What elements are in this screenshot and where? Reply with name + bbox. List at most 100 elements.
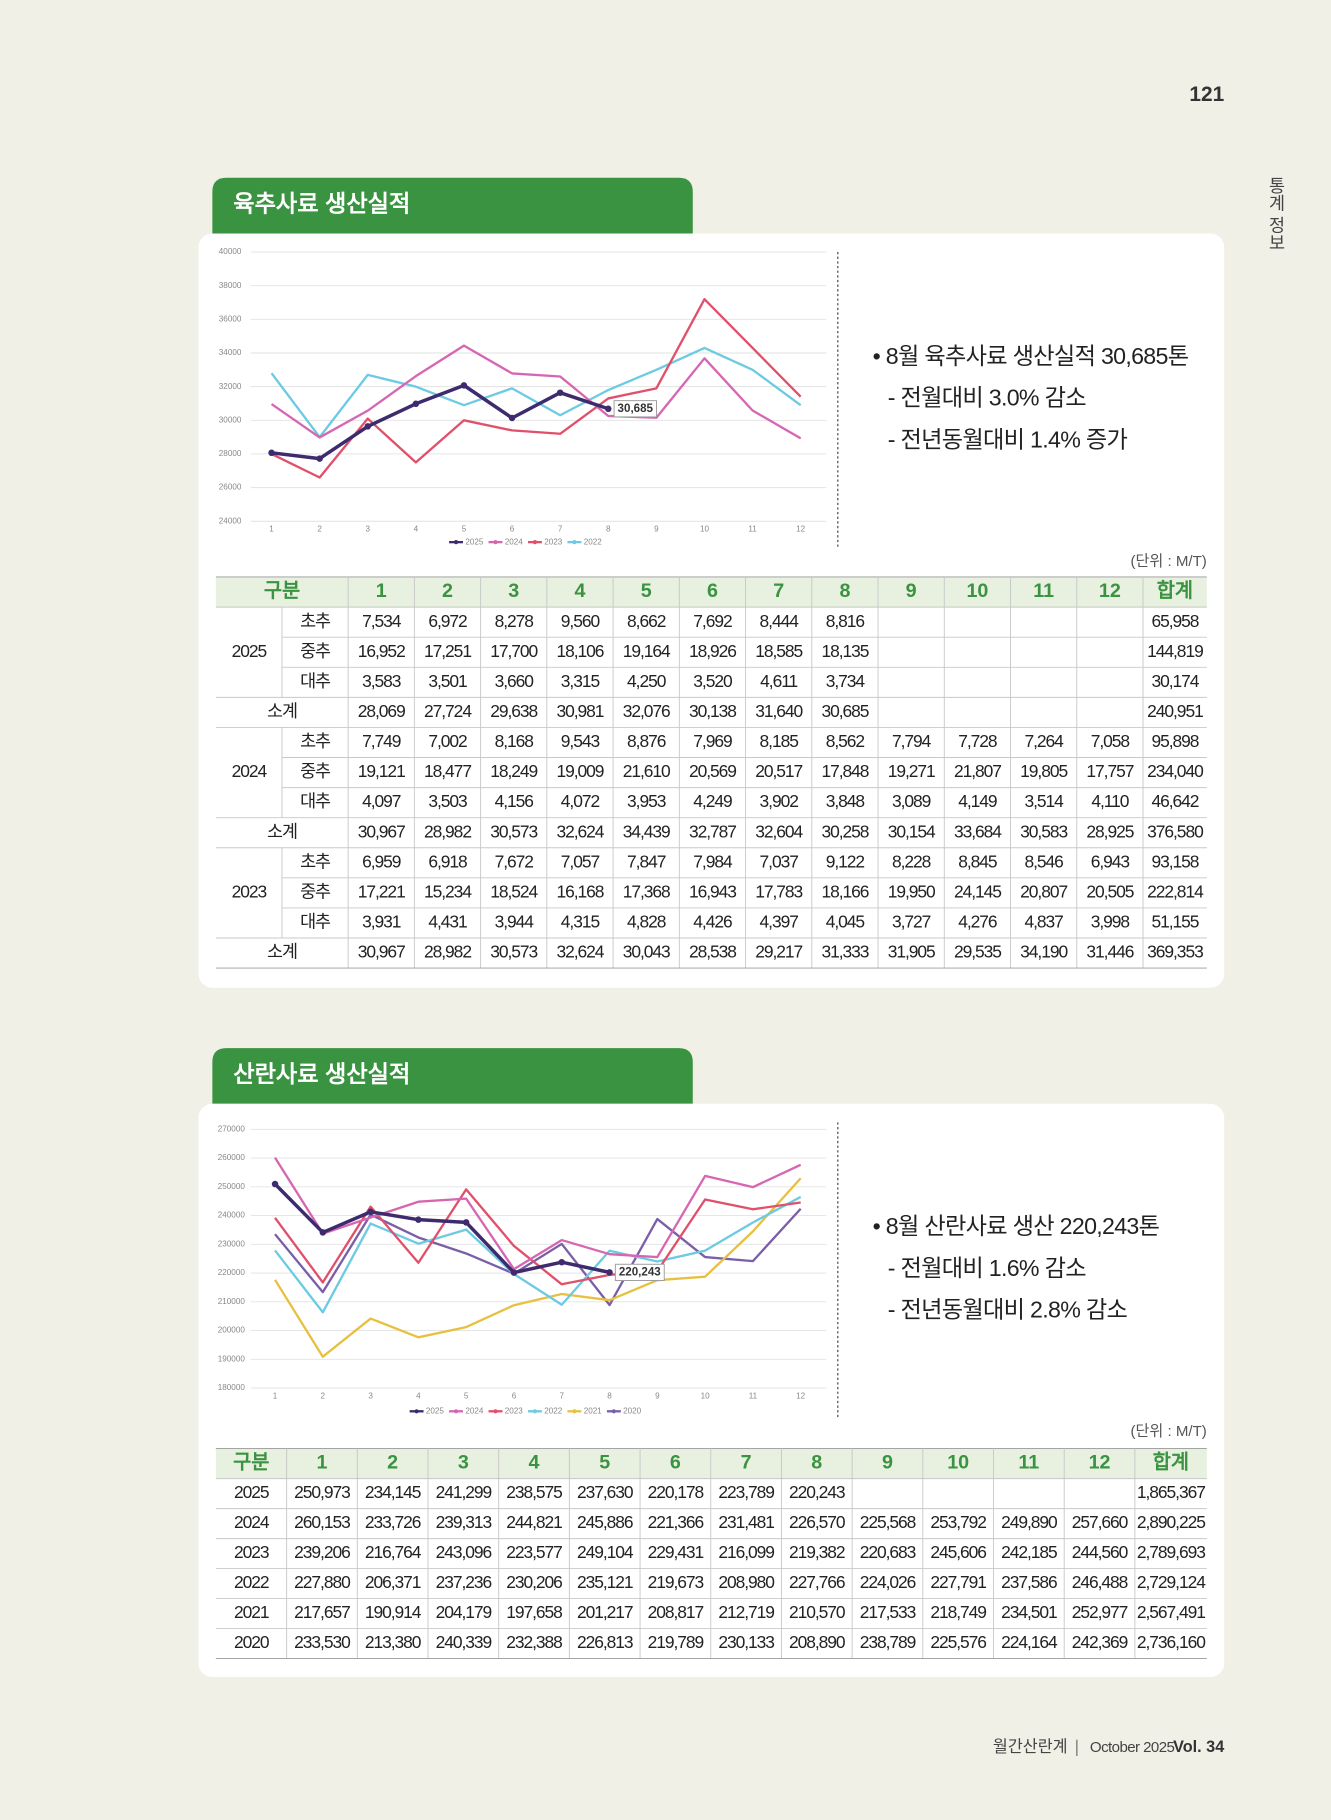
- table-header: 8: [811, 1452, 822, 1474]
- table-cell: 234,040: [1147, 761, 1203, 781]
- point-marker: [415, 1216, 422, 1223]
- y-tick-label: 28000: [219, 449, 242, 458]
- table-header: 합계: [1157, 580, 1193, 602]
- table-cell: 219,789: [648, 1632, 704, 1652]
- table-cell: 230,206: [506, 1572, 562, 1592]
- x-tick-label: 9: [654, 525, 659, 534]
- point-marker: [364, 423, 371, 430]
- table-cell: 46,642: [1151, 791, 1198, 811]
- table-cell: 18,135: [821, 641, 868, 661]
- table-cell: 4,249: [693, 791, 732, 811]
- footer-issue: October 2025: [1090, 1739, 1175, 1756]
- table-cell: 235,121: [577, 1572, 633, 1592]
- legend-label: 2021: [584, 1406, 603, 1415]
- unit-label: (단위 : M/T): [1131, 553, 1207, 570]
- table-cell: 17,700: [490, 641, 537, 661]
- legend-swatch: [611, 1409, 616, 1414]
- table-cell: 34,439: [623, 821, 670, 841]
- table-cell: 17,368: [623, 881, 670, 901]
- section-title: 산란사료 생산실적: [233, 1061, 410, 1087]
- table-cell: 237,236: [436, 1572, 492, 1592]
- table-cell: 2022: [234, 1572, 269, 1592]
- table-cell: 4,431: [428, 912, 467, 932]
- y-tick-label: 34000: [219, 348, 242, 357]
- table-cell: 31,640: [755, 701, 802, 721]
- table-cell: 2020: [234, 1632, 269, 1652]
- table-cell: 224,026: [860, 1572, 916, 1592]
- table-cell: 260,153: [294, 1512, 350, 1532]
- table-cell: 18,524: [490, 881, 538, 901]
- table-cell: 245,886: [577, 1512, 633, 1532]
- table-cell: 19,950: [888, 881, 935, 901]
- table-cell: 245,606: [930, 1542, 986, 1562]
- point-marker: [558, 1258, 565, 1266]
- legend-swatch: [572, 540, 577, 545]
- series-line: [270, 344, 802, 440]
- table-header: 5: [641, 580, 652, 602]
- table-header: 구분: [264, 580, 300, 602]
- table-cell: 32,624: [556, 821, 604, 841]
- table-header: 9: [882, 1452, 893, 1474]
- table-cell: 18,926: [689, 641, 736, 661]
- table-cell: 223,789: [718, 1482, 774, 1502]
- table-cell: 237,586: [1001, 1572, 1057, 1592]
- table-cell: 224,164: [1001, 1632, 1058, 1652]
- table-cell: 240,339: [436, 1632, 492, 1652]
- table-cell: 3,503: [428, 791, 467, 811]
- table-cell: 7,692: [693, 611, 732, 631]
- x-tick-label: 10: [700, 525, 710, 534]
- table-cell: 중추: [300, 761, 331, 781]
- table-cell: 253,792: [930, 1512, 986, 1532]
- table-cell: 초추: [300, 851, 331, 871]
- table-cell: 17,848: [821, 761, 868, 781]
- table-cell: 232,388: [506, 1632, 562, 1652]
- table-cell: 18,477: [424, 761, 471, 781]
- table-cell: 4,250: [627, 671, 666, 691]
- table-cell: 249,104: [577, 1542, 634, 1562]
- series-line: [271, 297, 802, 479]
- table-cell: 2,789,693: [1137, 1542, 1205, 1562]
- table-cell: 21,807: [954, 761, 1001, 781]
- table-cell: 3,660: [495, 671, 534, 691]
- x-tick-label: 5: [462, 525, 467, 534]
- legend-label: 2022: [584, 537, 603, 546]
- section-card: [198, 233, 1225, 988]
- y-tick-label: 230000: [218, 1239, 246, 1248]
- table-header: 11: [1033, 580, 1054, 602]
- table-header: 합계: [1153, 1452, 1189, 1474]
- table-cell: 33,684: [954, 821, 1002, 841]
- table-cell: 20,569: [689, 761, 736, 781]
- table-cell: 18,166: [821, 881, 868, 901]
- table-cell: 8,562: [826, 731, 865, 751]
- table-cell: 234,145: [365, 1482, 421, 1502]
- table-cell: 16,943: [689, 881, 736, 901]
- table-cell: 29,217: [755, 942, 802, 962]
- x-tick-label: 8: [607, 1391, 612, 1400]
- table-header: 구분: [233, 1452, 269, 1474]
- label-box: [614, 1263, 665, 1281]
- y-tick-label: 260000: [218, 1153, 246, 1162]
- x-tick-label: 2: [317, 525, 322, 534]
- table-cell: 9,543: [561, 731, 600, 751]
- table-cell: 28,538: [689, 942, 736, 962]
- table-cell: 29,638: [490, 701, 537, 721]
- table-cell: 218,749: [930, 1602, 986, 1622]
- table-cell: 7,847: [627, 851, 666, 871]
- table-cell: 3,501: [428, 671, 467, 691]
- table-cell: 7,749: [362, 731, 401, 751]
- point-marker: [460, 382, 468, 389]
- table-cell: 238,575: [506, 1482, 562, 1502]
- table-cell: 237,630: [577, 1482, 633, 1502]
- table-cell: 221,366: [648, 1512, 704, 1532]
- series-line: [271, 383, 609, 461]
- table-header: 7: [773, 580, 784, 602]
- table-header: 12: [1089, 1452, 1111, 1474]
- table-cell: 17,757: [1086, 761, 1133, 781]
- table-header: 1: [316, 1452, 327, 1474]
- table-cell: 3,514: [1024, 791, 1064, 811]
- table-cell: 소계: [267, 701, 297, 721]
- bullet: - 전년동월대비 2.8% 감소: [888, 1297, 1128, 1323]
- table-cell: 3,727: [892, 912, 931, 932]
- y-tick-label: 190000: [218, 1354, 246, 1363]
- table-cell: 7,728: [958, 731, 997, 751]
